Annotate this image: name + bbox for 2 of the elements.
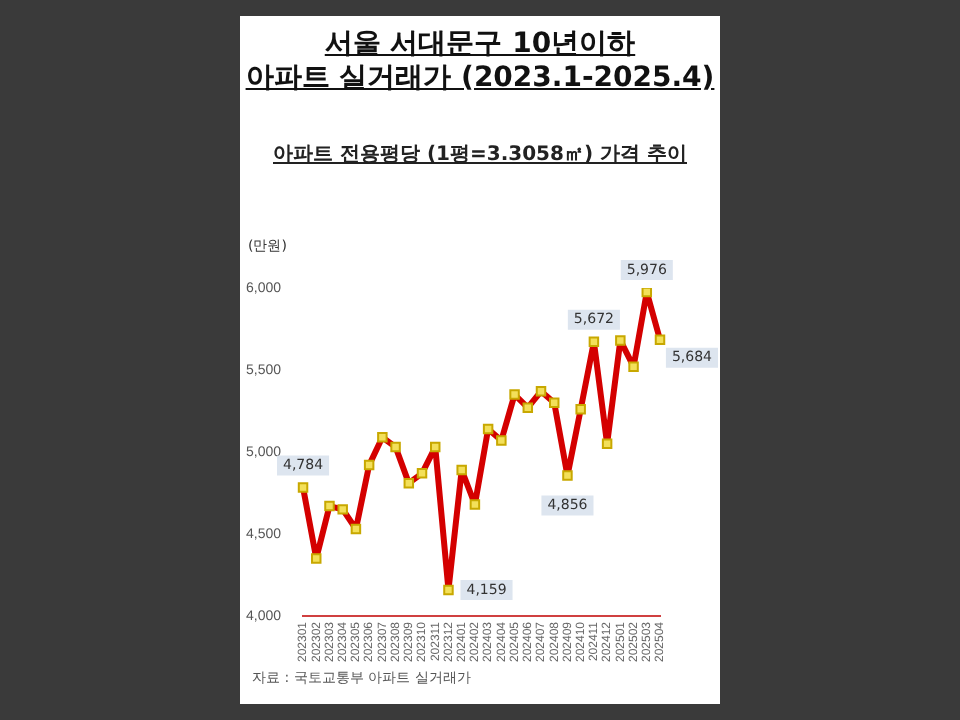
chart-title: 서울 서대문구 10년이하 아파트 실거래가 (2023.1-2025.4) — [243, 28, 717, 96]
chart-subtitle: 아파트 전용평당 (1평=3.3058㎡) 가격 추이 — [271, 142, 689, 168]
